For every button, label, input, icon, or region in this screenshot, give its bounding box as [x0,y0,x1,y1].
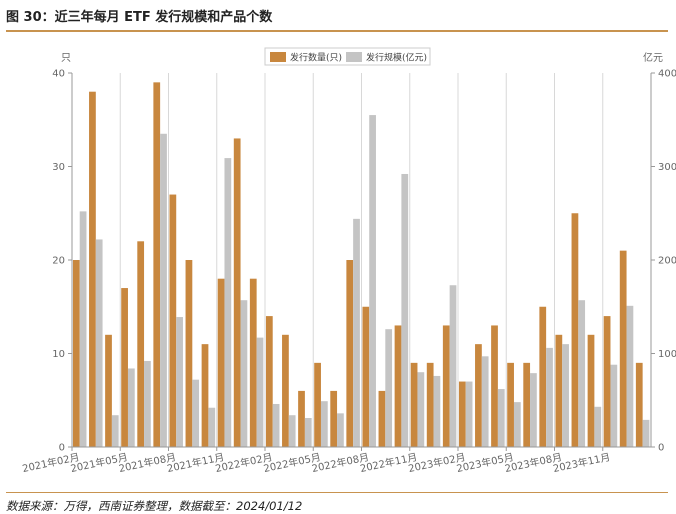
chart-legend[interactable]: 发行数量(只) 发行规模(亿元) [264,47,431,66]
bar-count [587,334,595,447]
bar-count [201,344,209,447]
bar-scale [546,347,553,447]
bar-count [185,260,193,447]
y-left-tick-label: 40 [52,69,65,80]
y-right-tick-label: 400 [658,69,676,80]
title-rule [6,30,668,32]
bar-scale [256,337,264,447]
bar-count [394,325,402,447]
bar-scale [433,375,441,447]
bar-scale [369,115,376,447]
bar-scale [513,402,521,447]
chart-bars [72,82,650,448]
bar-count [458,381,466,447]
bar-scale [79,211,87,447]
legend-swatch[interactable] [346,52,362,62]
bar-count [105,334,112,447]
bar-scale [449,285,457,447]
bar-count [265,316,273,447]
bar-scale [353,218,360,447]
bar-count [233,138,241,447]
bar-scale [385,329,393,447]
bar-count [507,362,514,447]
bar-scale [288,415,296,447]
bar-scale [578,300,586,447]
bar-count [72,260,80,447]
bar-count [346,260,354,447]
bar-scale [562,344,569,447]
bar-count [555,334,563,447]
bar-count [635,362,643,447]
bar-scale [320,401,328,447]
bar-scale [642,419,650,447]
bar-count [249,278,257,447]
bar-count [153,82,161,447]
y-right-tick-label: 300 [658,162,676,173]
bar-count [410,362,418,447]
bar-scale [224,158,232,447]
bar-scale [160,133,167,447]
figure-title: 图 30：近三年每月 ETF 发行规模和产品个数 [6,10,273,25]
bar-count [362,306,370,447]
bar-count [426,362,434,447]
bar-scale [95,239,103,447]
bar-scale [497,389,505,447]
bar-count [121,288,128,447]
bar-count [330,390,338,447]
bar-scale [144,360,151,447]
bar-scale [176,317,183,447]
figure-source: 数据来源：万得，西南证券整理，数据截至：2024/01/12 [6,499,303,513]
y-right-tick-label: 200 [658,256,676,267]
bar-count [89,91,96,447]
bar-scale [127,368,135,447]
y-right-tick-label: 0 [658,443,664,454]
bar-count [217,278,225,447]
bar-scale [111,415,119,447]
source-rule [6,492,668,493]
bar-count [491,325,498,447]
bar-scale [208,407,216,447]
legend-label[interactable]: 发行规模(亿元) [366,52,427,64]
bar-count [539,306,547,447]
bar-scale [594,406,602,447]
bar-scale [626,305,634,447]
bar-count [314,362,321,447]
chart-grid [119,73,604,447]
bar-count [619,250,627,447]
y-left-tick-label: 20 [52,256,65,267]
y-left-tick-label: 0 [59,443,65,454]
bar-count [378,390,386,447]
bar-count [523,362,531,447]
y-left-unit: 只 [61,53,71,64]
bar-count [282,334,289,447]
bar-scale [240,300,248,447]
bar-count [169,194,177,447]
bar-scale [192,379,200,447]
y-right-unit: 亿元 [643,51,663,64]
bar-scale [304,418,312,447]
bar-scale [401,173,409,448]
bar-count [475,344,482,447]
bar-scale [465,381,473,447]
bar-scale [481,356,489,447]
bar-scale [337,413,344,447]
bar-scale [417,372,425,447]
y-right-tick-label: 100 [658,349,676,360]
legend-label[interactable]: 发行数量(只) [290,52,342,64]
legend-swatch[interactable] [270,52,286,62]
bar-scale [530,373,537,447]
bar-scale [610,364,618,447]
bar-count [442,325,450,447]
y-left-tick-label: 10 [52,349,65,360]
y-left-tick-label: 30 [52,162,65,173]
bar-count [603,316,611,447]
bar-scale [272,403,280,447]
bar-count [298,390,305,447]
bar-count [571,213,579,447]
bar-count [137,241,145,447]
